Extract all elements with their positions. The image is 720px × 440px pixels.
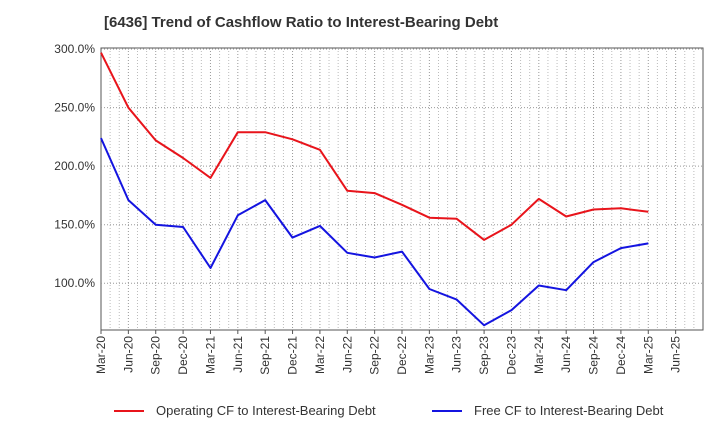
y-tick-label: 300.0% (54, 42, 95, 56)
x-tick-label: Mar-25 (641, 336, 655, 374)
legend-swatch-free-cf (432, 409, 462, 412)
legend-item-operating-cf: Operating CF to Interest-Bearing Debt (114, 403, 376, 418)
y-tick-label: 150.0% (54, 218, 95, 232)
x-tick-label: Mar-24 (532, 336, 546, 374)
grid-layer (101, 48, 703, 330)
x-tick-label: Dec-22 (395, 336, 409, 375)
y-tick-label: 100.0% (54, 276, 95, 290)
x-tick-label: Jun-22 (340, 336, 354, 373)
x-tick-label: Sep-23 (477, 336, 491, 375)
x-tick-label: Jun-21 (231, 336, 245, 373)
x-tick-label: Mar-22 (313, 336, 327, 374)
x-tick-label: Mar-20 (94, 336, 108, 374)
x-tick-label: Mar-23 (422, 336, 436, 374)
legend: Operating CF to Interest-Bearing Debt Fr… (0, 403, 720, 427)
y-axis: 100.0% 150.0% 200.0% 250.0% 300.0% (54, 42, 95, 290)
legend-label-operating-cf: Operating CF to Interest-Bearing Debt (156, 403, 376, 418)
x-axis: Mar-20 Jun-20 Sep-20 Dec-20 Mar-21 Jun-21 Sep-… (94, 330, 683, 375)
y-tick-label: 250.0% (54, 101, 95, 115)
chart-title: [6436] Trend of Cashflow Ratio to Intere… (104, 14, 499, 31)
x-tick-label: Dec-20 (176, 336, 190, 375)
legend-item-free-cf: Free CF to Interest-Bearing Debt (432, 403, 663, 418)
x-tick-label: Mar-21 (203, 336, 217, 374)
series-line-free-cf (100, 137, 649, 327)
x-tick-label: Jun-23 (450, 336, 464, 373)
x-tick-label: Dec-24 (614, 336, 628, 375)
y-tick-label: 200.0% (54, 159, 95, 173)
x-tick-label: Dec-23 (504, 336, 518, 375)
x-tick-label: Jun-24 (559, 336, 573, 373)
x-tick-label: Dec-21 (286, 336, 300, 375)
x-tick-label: Sep-22 (368, 336, 382, 375)
x-tick-label: Jun-25 (669, 336, 683, 373)
series-layer (100, 52, 649, 327)
x-tick-label: Sep-20 (149, 336, 163, 375)
series-line-operating-cf (100, 52, 649, 241)
x-tick-label: Jun-20 (121, 336, 135, 373)
x-tick-label: Sep-24 (587, 336, 601, 375)
legend-swatch-operating-cf (114, 409, 144, 412)
legend-label-free-cf: Free CF to Interest-Bearing Debt (474, 403, 664, 418)
x-tick-label: Sep-21 (258, 336, 272, 375)
